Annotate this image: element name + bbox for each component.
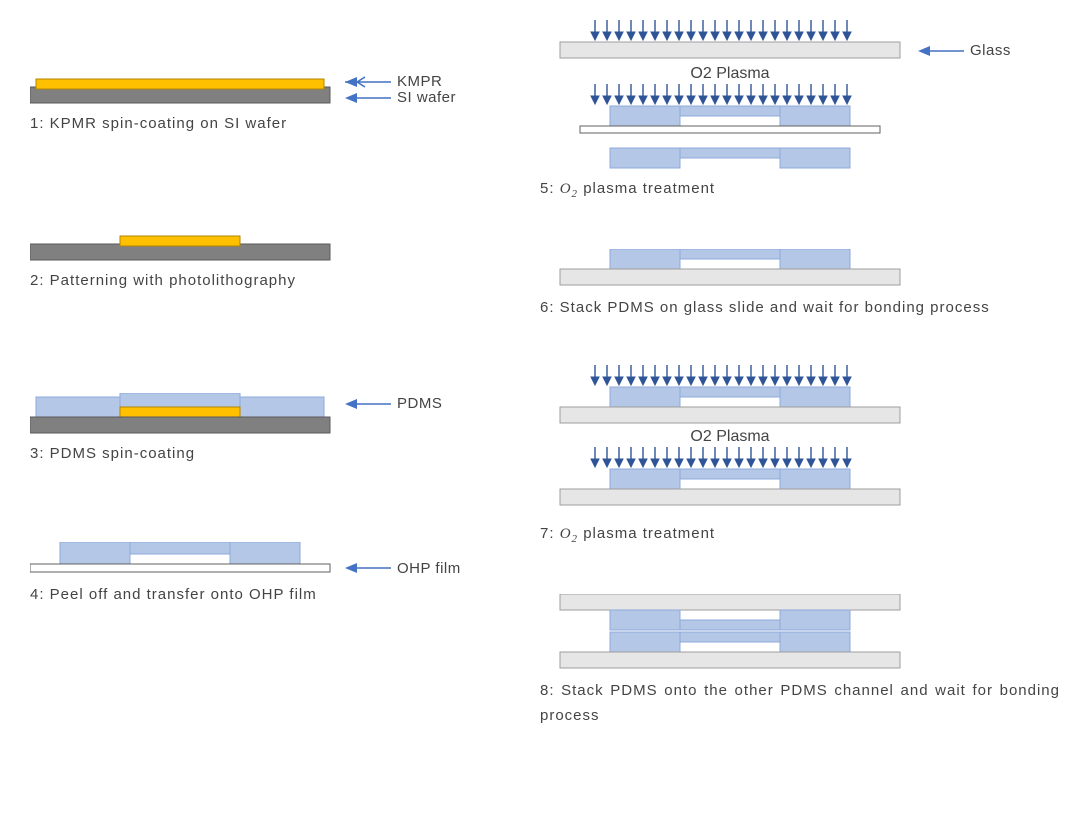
step-6-svg: [540, 249, 920, 289]
step-8-svg: [540, 594, 920, 672]
arrow-left-icon: [345, 398, 391, 410]
step-1-caption: 1: KPMR spin-coating on SI wafer: [30, 111, 490, 137]
step-2-figure: [30, 232, 490, 262]
arrow-left-icon: [918, 45, 964, 57]
step-2-caption: 2: Patterning with photolithography: [30, 268, 490, 294]
step-4-figure: OHP film: [30, 542, 490, 576]
arrow-left-icon: [345, 76, 391, 88]
step-4-svg: [30, 542, 340, 576]
label-si-wafer-text: SI wafer: [397, 89, 456, 106]
label-kmpr-text: KMPR: [397, 73, 442, 90]
step-7-post: plasma treatment: [578, 525, 715, 542]
step-7: O2 Plasma: [540, 365, 1060, 549]
label-pdms: PDMS: [345, 395, 442, 412]
step-5-caption: 5: O2 plasma treatment: [540, 176, 1060, 204]
arrow-left-icon: [345, 92, 391, 104]
step-3-svg: [30, 393, 340, 435]
o2-plasma-text: O2 Plasma: [690, 65, 769, 82]
arrow-left-icon: [345, 562, 391, 574]
step-7-svg: O2 Plasma: [540, 365, 920, 515]
step-3: PDMS 3: PDMS spin-coating: [30, 393, 490, 467]
step-4-caption: 4: Peel off and transfer onto OHP film: [30, 582, 490, 608]
step-2-svg: [30, 232, 340, 262]
step-6-caption: 6: Stack PDMS on glass slide and wait fo…: [540, 295, 1060, 321]
step-1: KMPR SI wafer 1: KPMR spin-coating on SI…: [30, 75, 490, 137]
step-6-figure: [540, 249, 1060, 289]
step-8-figure: [540, 594, 1060, 672]
step-7-figure: O2 Plasma: [540, 365, 1060, 515]
step-8-caption: 8: Stack PDMS onto the other PDMS channe…: [540, 678, 1060, 729]
label-pdms-text: PDMS: [397, 395, 442, 412]
step-2: 2: Patterning with photolithography: [30, 232, 490, 294]
right-column: O2 Plasma: [540, 20, 1060, 774]
step-5: O2 Plasma: [540, 20, 1060, 204]
step-3-caption: 3: PDMS spin-coating: [30, 441, 490, 467]
label-glass: Glass: [918, 42, 1011, 59]
step-5-post: plasma treatment: [578, 180, 715, 197]
step-3-figure: PDMS: [30, 393, 490, 435]
step-5-pre: 5:: [540, 180, 560, 197]
label-kmpr: KMPR: [345, 73, 442, 90]
label-si-wafer: SI wafer: [345, 89, 456, 106]
label-ohp: OHP film: [345, 560, 461, 577]
label-ohp-text: OHP film: [397, 560, 461, 577]
label-glass-text: Glass: [970, 42, 1011, 59]
o2-italic: O: [560, 181, 572, 197]
step-7-pre: 7:: [540, 525, 560, 542]
o2-italic-7: O: [560, 526, 572, 542]
step-1-svg: [30, 75, 340, 105]
step-7-caption: 7: O2 plasma treatment: [540, 521, 1060, 549]
left-column: KMPR SI wafer 1: KPMR spin-coating on SI…: [30, 20, 490, 652]
step-8: 8: Stack PDMS onto the other PDMS channe…: [540, 594, 1060, 729]
step-5-figure: O2 Plasma: [540, 20, 1060, 170]
step-6: 6: Stack PDMS on glass slide and wait fo…: [540, 249, 1060, 321]
step-1-figure: KMPR SI wafer: [30, 75, 490, 105]
figure-columns: KMPR SI wafer 1: KPMR spin-coating on SI…: [30, 20, 1045, 774]
svg-text:O2 Plasma: O2 Plasma: [690, 428, 769, 445]
step-4: OHP film 4: Peel off and transfer onto O…: [30, 542, 490, 608]
step-5-svg: O2 Plasma: [540, 20, 920, 170]
